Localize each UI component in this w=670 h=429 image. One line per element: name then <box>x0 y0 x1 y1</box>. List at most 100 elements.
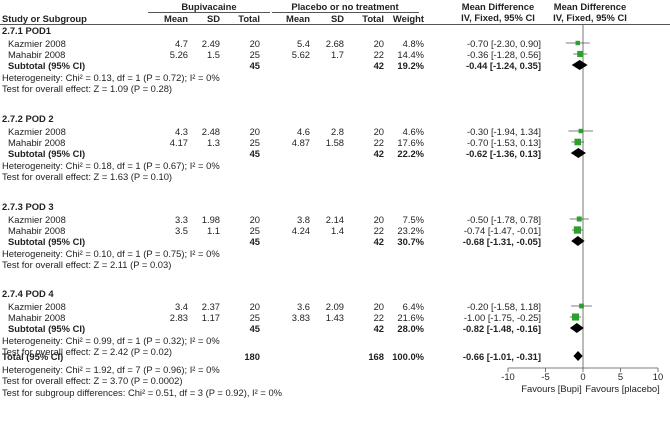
cell-sd2: 2.68 <box>325 38 344 49</box>
cell-ci: -0.74 [-1.47, -0.01] <box>463 225 541 236</box>
cell-sd1: 1.17 <box>201 312 220 323</box>
cell-sd1: 1.5 <box>206 49 220 60</box>
cell-n1: 25 <box>249 49 260 60</box>
study-name: Kazmier 2008 <box>8 214 66 225</box>
cell-sd2: 1.43 <box>325 312 344 323</box>
total-overall-effect: Test for overall effect: Z = 3.70 (P = 0… <box>2 375 183 386</box>
study-name: Kazmier 2008 <box>8 301 66 312</box>
cell-m2: 3.8 <box>296 214 310 225</box>
cell-w: 23.2% <box>397 225 424 236</box>
total-label: Total (95% CI) <box>2 351 64 362</box>
pooled-diamond <box>570 148 586 158</box>
cell-ci: -0.36 [-1.28, 0.56] <box>466 49 541 60</box>
cell-m2: 4.6 <box>296 126 310 137</box>
pooled-diamond <box>569 323 584 333</box>
cell-ci: -0.70 [-2.30, 0.90] <box>466 38 541 49</box>
cell-n1: 25 <box>249 137 260 148</box>
cell-n1: 20 <box>249 38 260 49</box>
cell-n2: 22 <box>373 312 384 323</box>
total2-col-header: Total <box>362 13 384 24</box>
study-col-header: Study or Subgroup <box>2 13 87 24</box>
mean1-col-header: Mean <box>164 13 188 24</box>
total-ci: -0.66 [-1.01, -0.31] <box>462 351 541 362</box>
subtotal-w: 30.7% <box>397 236 424 247</box>
cell-n1: 25 <box>249 225 260 236</box>
cell-w: 17.6% <box>397 137 424 148</box>
x-tick-label: -5 <box>541 371 549 382</box>
sd1-col-header: SD <box>206 13 220 24</box>
cell-m2: 4.87 <box>291 137 310 148</box>
total-heterogeneity: Heterogeneity: Chi² = 1.92, df = 7 (P = … <box>2 364 220 375</box>
cell-m1: 3.3 <box>174 214 188 225</box>
study-square <box>577 50 584 58</box>
cell-w: 6.4% <box>402 301 424 312</box>
subtotal-n1: 45 <box>249 148 260 159</box>
subgroup-title: 2.7.3 POD 3 <box>2 201 54 212</box>
cell-n1: 20 <box>249 214 260 225</box>
subtotal-ci: -0.62 [-1.36, 0.13] <box>465 148 541 159</box>
cell-n1: 25 <box>249 312 260 323</box>
cell-m1: 4.17 <box>169 137 188 148</box>
cell-n2: 20 <box>373 301 384 312</box>
header-rule <box>0 24 670 25</box>
cell-sd1: 1.3 <box>206 137 220 148</box>
study-name: Kazmier 2008 <box>8 126 66 137</box>
cell-m2: 4.24 <box>291 225 310 236</box>
favours-right-label: Favours [placebo] <box>585 383 660 394</box>
subtotal-n2: 42 <box>373 323 384 334</box>
cell-n2: 20 <box>373 214 384 225</box>
md-subheader: IV, Fixed, 95% CI <box>461 12 535 23</box>
subtotal-n2: 42 <box>373 60 384 71</box>
subgroup-title: 2.7.2 POD 2 <box>2 113 54 124</box>
cell-n2: 20 <box>373 126 384 137</box>
subgroup-title: 2.7.4 POD 4 <box>2 288 54 299</box>
study-square <box>571 313 580 321</box>
subtotal-w: 22.2% <box>397 148 424 159</box>
cell-n1: 20 <box>249 301 260 312</box>
x-tick-label: 0 <box>580 371 585 382</box>
cell-sd2: 1.4 <box>330 225 344 236</box>
study-name: Mahabir 2008 <box>8 312 66 323</box>
study-square <box>579 303 584 309</box>
overall-effect-text: Test for overall effect: Z = 1.63 (P = 0… <box>2 171 173 182</box>
group2-header: Placebo or no treatment <box>291 1 399 12</box>
cell-sd2: 2.14 <box>325 214 344 225</box>
cell-m2: 5.62 <box>291 49 310 60</box>
study-name: Mahabir 2008 <box>8 225 66 236</box>
cell-w: 21.6% <box>397 312 424 323</box>
subtotal-label: Subtotal (95% CI) <box>8 148 86 159</box>
weight-col-header: Weight <box>392 13 424 24</box>
subtotal-w: 19.2% <box>397 60 424 71</box>
cell-sd2: 1.7 <box>330 49 344 60</box>
group2-underline <box>272 12 419 13</box>
subtotal-label: Subtotal (95% CI) <box>8 323 86 334</box>
cell-sd2: 1.58 <box>325 137 344 148</box>
total-n2: 168 <box>368 351 384 362</box>
cell-n2: 20 <box>373 38 384 49</box>
cell-sd2: 2.09 <box>325 301 344 312</box>
cell-ci: -0.50 [-1.78, 0.78] <box>466 214 541 225</box>
cell-n1: 20 <box>249 126 260 137</box>
heterogeneity-text: Heterogeneity: Chi² = 0.13, df = 1 (P = … <box>2 72 220 83</box>
subtotal-w: 28.0% <box>397 323 424 334</box>
cell-m1: 2.83 <box>169 312 188 323</box>
cell-n2: 22 <box>373 49 384 60</box>
cell-n2: 22 <box>373 137 384 148</box>
x-tick-label: 10 <box>653 371 663 382</box>
subtotal-n2: 42 <box>373 236 384 247</box>
study-square <box>574 138 582 146</box>
cell-m2: 3.83 <box>291 312 310 323</box>
heterogeneity-text: Heterogeneity: Chi² = 0.99, df = 1 (P = … <box>2 335 220 346</box>
x-tick-label: -10 <box>501 371 515 382</box>
subgroup-title: 2.7.1 POD1 <box>2 25 51 36</box>
subtotal-ci: -0.68 [-1.31, -0.05] <box>462 236 541 247</box>
cell-m2: 3.6 <box>296 301 310 312</box>
subtotal-n1: 45 <box>249 323 260 334</box>
pooled-diamond <box>573 351 583 361</box>
cell-sd2: 2.8 <box>330 126 344 137</box>
cell-ci: -0.70 [-1.53, 0.13] <box>466 137 541 148</box>
study-square <box>575 40 580 46</box>
cell-sd1: 2.48 <box>201 126 220 137</box>
study-name: Mahabir 2008 <box>8 49 66 60</box>
overall-effect-text: Test for overall effect: Z = 2.42 (P = 0… <box>2 346 173 357</box>
